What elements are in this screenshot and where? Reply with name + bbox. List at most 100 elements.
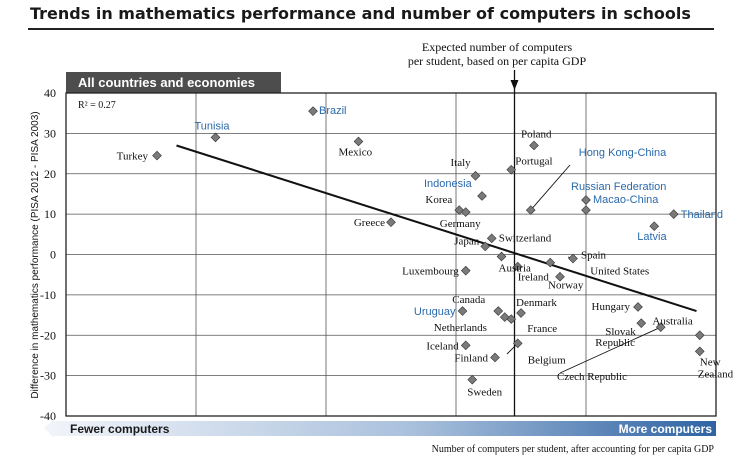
label-united-states: United States (590, 266, 649, 278)
label-austria: Austria (499, 263, 532, 275)
point-germany (460, 207, 471, 217)
label-hungary: Hungary (592, 301, 631, 313)
label-poland: Poland (521, 128, 552, 140)
label-iceland: Iceland (426, 340, 459, 352)
label-switzerland: Switzerland (499, 232, 552, 244)
point-mexico (353, 136, 364, 147)
point-labels: Turkey Tunisia Brazil Mexico Greece Italy Indo… (117, 105, 734, 398)
label-canada: Canada (452, 294, 485, 306)
point-spain (568, 253, 578, 264)
leader-czech-republic (559, 326, 661, 374)
point-macao-china (581, 205, 591, 215)
point-japan (480, 241, 491, 252)
label-france: France (527, 323, 557, 335)
y-tick-label: -30 (40, 369, 56, 383)
point-indonesia (477, 191, 487, 201)
point-france (506, 314, 517, 324)
point-sweden (467, 374, 478, 385)
label-thailand: Thailand (681, 209, 723, 221)
leader-hong-kong-china (530, 164, 571, 211)
point-russian-federation (581, 195, 591, 205)
point-italy (470, 170, 481, 181)
point-brazil (308, 106, 318, 116)
point-hong-kong-china (525, 205, 536, 215)
plot-frame (65, 92, 717, 417)
point-austria (496, 251, 507, 262)
label-indonesia: Indonesia (424, 178, 473, 190)
label-greece: Greece (354, 217, 385, 229)
label-tunisia: Tunisia (195, 120, 231, 132)
label-slovak-republic: Slovak Republic (595, 326, 636, 349)
point-korea (454, 205, 465, 215)
point-ireland (512, 261, 523, 272)
label-hong-kong-china: Hong Kong-China (579, 147, 667, 159)
label-macao-china: Macao-China (593, 194, 659, 206)
point-latvia (649, 221, 660, 232)
point-finland (490, 352, 500, 363)
label-sweden: Sweden (467, 387, 502, 399)
point-czech-republic (655, 322, 666, 332)
data-points (152, 106, 705, 385)
point-greece (386, 217, 396, 228)
y-tick-label: -20 (40, 328, 56, 342)
expected-line-arrowhead (510, 80, 519, 90)
point-belgium (512, 338, 523, 349)
title-rule (28, 28, 714, 30)
y-tick-label: 40 (44, 86, 56, 100)
label-finland: Finland (454, 352, 488, 364)
label-czech-republic: Czech Republic (557, 371, 627, 383)
point-thailand (668, 209, 679, 219)
label-brazil: Brazil (319, 105, 347, 117)
point-uruguay (457, 306, 468, 316)
grid-lines (66, 93, 716, 416)
label-germany: Germany (440, 218, 481, 230)
y-tick-label: 30 (44, 126, 56, 140)
label-japan: Japan (454, 235, 480, 247)
y-tick-label: -40 (40, 409, 56, 423)
label-italy: Italy (451, 157, 472, 169)
label-ireland: Ireland (518, 272, 550, 284)
y-tick-label: 10 (44, 207, 56, 221)
label-luxembourg: Luxembourg (402, 266, 459, 278)
point-poland (529, 140, 539, 151)
label-korea: Korea (425, 194, 452, 206)
point-iceland (460, 340, 471, 351)
y-tick-label: -10 (40, 288, 56, 302)
point-new-zealand (694, 346, 705, 357)
x-axis-label: Number of computers per student, after a… (432, 444, 715, 455)
r-squared-label: R² = 0.27 (78, 100, 116, 111)
label-new-zealand: New Zealand (698, 356, 734, 380)
point-luxembourg (460, 265, 471, 276)
point-turkey (152, 150, 162, 161)
point-portugal (506, 164, 517, 175)
arrow-left-label: Fewer computers (70, 422, 170, 436)
point-denmark (516, 308, 526, 318)
y-axis-label: Difference in mathematics performance (P… (30, 111, 41, 398)
label-russian-federation: Russian Federation (571, 181, 666, 193)
label-mexico: Mexico (339, 146, 373, 158)
label-australia: Australia (652, 315, 692, 327)
point-united-states (545, 257, 556, 268)
y-tick-label: 0 (50, 248, 56, 262)
label-uruguay: Uruguay (414, 306, 456, 318)
label-denmark: Denmark (516, 297, 557, 309)
point-australia (694, 330, 705, 341)
y-tick-label: 20 (44, 167, 56, 181)
point-hungary (633, 302, 643, 312)
point-switzerland (486, 233, 497, 244)
label-portugal: Portugal (515, 156, 552, 168)
point-tunisia (210, 132, 221, 143)
expected-label-line1: Expected number of computers (422, 40, 573, 54)
label-spain: Spain (581, 250, 607, 262)
point-norway (555, 271, 565, 282)
expected-label-line2: per student, based on per capita GDP (408, 54, 587, 68)
panel-label-box (66, 72, 281, 93)
label-norway: Norway (548, 280, 584, 292)
label-latvia: Latvia (637, 231, 667, 243)
y-axis-ticks: 40 30 20 10 0 -10 -20 -30 -40 (40, 86, 56, 423)
direction-arrow (44, 419, 716, 438)
arrow-right-label: More computers (619, 422, 713, 436)
point-slovak-republic (636, 318, 647, 328)
label-turkey: Turkey (117, 151, 149, 163)
